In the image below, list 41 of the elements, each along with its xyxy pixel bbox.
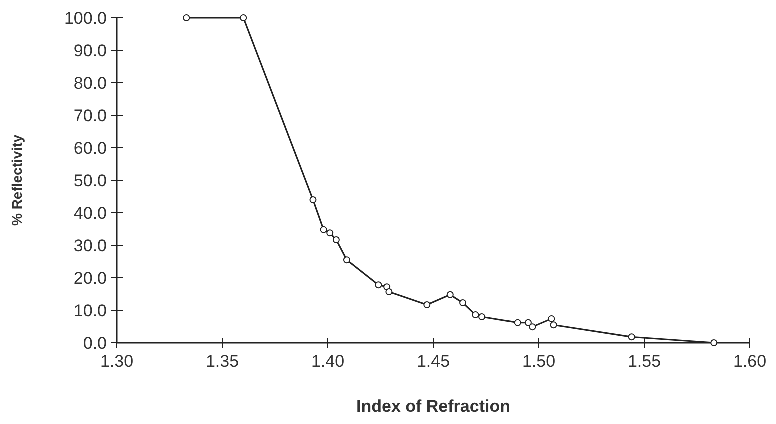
y-tick-label: 20.0 [74,269,107,288]
point [514,319,522,326]
y-tick-label: 10.0 [74,302,107,320]
y-tick-label: 0.0 [83,334,107,353]
point [320,226,328,234]
point [375,282,382,289]
point [332,236,340,244]
y-tick-label: 40.0 [74,204,107,223]
point [310,196,317,204]
y-tick-label: 70.0 [74,106,107,126]
point [460,300,467,307]
x-tick-label: 1.30 [100,352,134,371]
y-tick-label: 50.0 [74,172,107,190]
point [326,230,334,237]
point [446,291,454,298]
y-tick-label: 100.0 [64,9,107,28]
x-tick-label: 1.35 [206,352,240,371]
x-tick-label: 1.45 [416,352,450,371]
x-tick-label: 1.60 [733,352,767,371]
x-axis-title: Index of Refraction [356,397,510,416]
y-tick-label: 90.0 [74,42,107,60]
point [548,315,556,322]
point [343,256,350,264]
x-tick-label: 1.55 [628,352,662,371]
point [386,288,393,296]
point [424,301,431,308]
point [472,312,480,319]
x-tick-label: 1.50 [522,352,556,371]
y-tick-label: 30.0 [74,236,107,256]
point [478,314,486,320]
y-axis-title: % Reflectivity [9,134,25,226]
point [524,319,532,326]
y-tick-label: 80.0 [74,74,107,93]
point [529,324,536,331]
point [628,334,636,341]
point [710,340,718,346]
point [240,14,248,22]
point [550,322,558,329]
y-tick-label: 60.0 [74,139,107,158]
x-tick-label: 1.40 [311,352,345,371]
point [183,14,190,22]
